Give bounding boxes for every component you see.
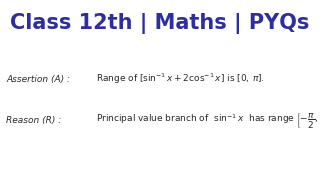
Text: Reason (R) :: Reason (R) : [6, 116, 62, 125]
Text: Class 12th | Maths | PYQs: Class 12th | Maths | PYQs [10, 13, 310, 34]
Text: Principal value branch of  $\sin^{-1} x$  has range $\left[-\dfrac{\pi}{2},\,\df: Principal value branch of $\sin^{-1} x$ … [96, 111, 320, 130]
Text: Range of $[\sin^{-1} x + 2\cos^{-1} x]$ is $[0,\, \pi]$.: Range of $[\sin^{-1} x + 2\cos^{-1} x]$ … [96, 72, 265, 86]
Text: Assertion (A) :: Assertion (A) : [6, 75, 70, 84]
